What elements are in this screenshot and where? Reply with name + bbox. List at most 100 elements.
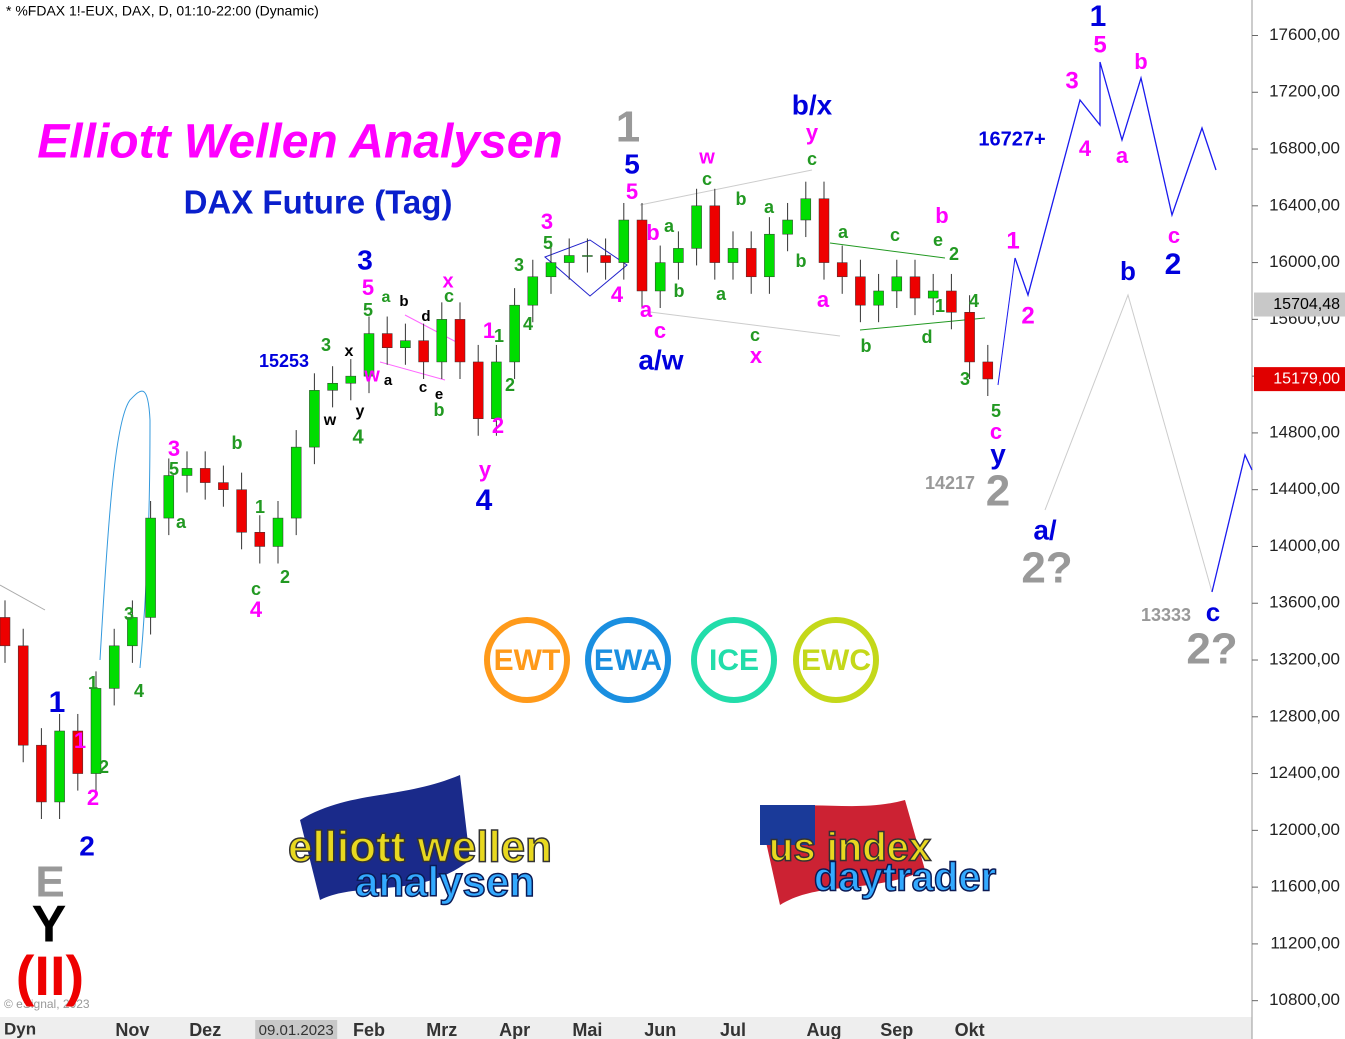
y-tick-label: 16000,00: [1269, 252, 1340, 271]
chart-title: Elliott Wellen Analysen: [37, 116, 562, 169]
x-tick-label: Jul: [720, 1020, 746, 1039]
wave-label: 3: [514, 255, 524, 275]
wave-label: b: [232, 433, 243, 453]
y-tick-label: 11200,00: [1270, 933, 1340, 952]
candle-body: [436, 319, 448, 363]
y-tick-label: 12000,00: [1269, 820, 1340, 839]
wave-label: w: [363, 364, 380, 386]
wave-label: y: [479, 457, 492, 482]
candle-body: [454, 319, 466, 363]
wave-label: a/: [1033, 514, 1057, 545]
brand-text: us index: [769, 826, 931, 870]
wave-label: b: [434, 400, 445, 420]
y-tick-label: 16800,00: [1269, 139, 1340, 158]
wave-label: e: [435, 386, 443, 403]
candle-body: [418, 340, 429, 363]
wave-label: 3: [1065, 67, 1078, 94]
candle-body: [891, 276, 903, 292]
candle-body: [818, 198, 830, 263]
flag-canton: [760, 805, 815, 845]
wave-label: 2: [492, 413, 504, 438]
axis-corner: Dyn: [4, 1019, 36, 1038]
wave-label: 2: [986, 467, 1010, 516]
logo-ring: [691, 617, 777, 703]
x-tick-label: Sep: [880, 1020, 913, 1039]
trend-line: [829, 242, 986, 331]
candle-body: [218, 482, 229, 490]
x-tick-label: Jun: [644, 1020, 676, 1039]
wave-label: c: [444, 286, 454, 306]
x-tick-label: Aug: [807, 1020, 842, 1039]
wave-label: b: [1120, 256, 1136, 286]
candle-body: [673, 248, 684, 263]
wave-label: c: [990, 419, 1002, 444]
wave-label: 5: [1093, 31, 1106, 58]
candle-body: [691, 205, 702, 249]
chart-subtitle: DAX Future (Tag): [184, 184, 453, 221]
y-tick-label: 12400,00: [1269, 763, 1340, 782]
wave-label: 4: [523, 314, 533, 334]
x-tick-label: Feb: [353, 1020, 385, 1039]
wave-label: 2: [280, 567, 290, 587]
wave-label: 15253: [259, 351, 309, 371]
wave-label: 3: [357, 244, 373, 275]
candle-body: [181, 468, 193, 476]
y-tick-label: 10800,00: [1269, 990, 1340, 1009]
candle-body: [545, 262, 557, 278]
candle-body: [909, 276, 921, 299]
y-tick-label: 14400,00: [1269, 479, 1340, 498]
candle-body: [345, 375, 357, 384]
trend-line: [639, 169, 841, 337]
candle-body: [836, 262, 848, 278]
candle-body: [163, 475, 175, 519]
wave-label: 5: [991, 401, 1001, 421]
wave-label: 1: [74, 728, 86, 753]
wave-label: a: [838, 222, 849, 242]
wave-label: 2: [99, 757, 109, 777]
wave-label: y: [990, 438, 1006, 469]
candle-body: [108, 645, 120, 689]
wave-label: c: [419, 379, 427, 396]
candle-body: [509, 304, 520, 363]
wave-label: c: [807, 149, 817, 169]
wave-label: 5: [363, 300, 373, 320]
logo-text: EWT: [494, 644, 561, 677]
wave-label: y: [356, 403, 365, 420]
wave-label: d: [421, 308, 430, 325]
wave-label: 16727+: [978, 128, 1045, 150]
x-tick-label: 09.01.2023: [259, 1022, 334, 1039]
x-tick-label: Dez: [189, 1020, 221, 1039]
wave-label: c: [702, 169, 712, 189]
wave-label: c: [890, 225, 900, 245]
wave-label: w: [323, 412, 337, 429]
wave-label: b: [796, 251, 807, 271]
y-tick-label: 13600,00: [1269, 593, 1340, 612]
wave-label: 1: [1006, 227, 1019, 254]
wave-label: 4: [1079, 136, 1092, 161]
wave-label: 5: [624, 148, 640, 179]
wave-label: 4: [250, 597, 263, 622]
candle-body: [309, 390, 320, 448]
candle-body: [145, 517, 156, 618]
candle-body: [563, 255, 575, 263]
wave-label: e: [933, 230, 943, 250]
wave-label: 5: [362, 275, 374, 300]
wave-label: E: [35, 858, 64, 907]
wave-label: 2?: [1021, 544, 1072, 593]
candle-body: [472, 361, 484, 419]
wave-label: c: [1206, 597, 1220, 627]
wave-label: 13333: [1141, 605, 1191, 625]
logo-text: EWA: [594, 644, 662, 677]
date-highlight: [255, 1020, 338, 1039]
wave-label: a: [1116, 143, 1129, 168]
y-tick-label: 13200,00: [1269, 650, 1340, 669]
candle-body: [764, 233, 775, 278]
logo-ring: [484, 617, 570, 703]
y-tick-label: 17200,00: [1269, 82, 1340, 101]
candle-body: [236, 489, 247, 533]
candle-body: [982, 361, 994, 380]
candle-body: [709, 205, 721, 263]
wave-label: 4: [611, 282, 624, 307]
candle-body: [636, 219, 648, 292]
